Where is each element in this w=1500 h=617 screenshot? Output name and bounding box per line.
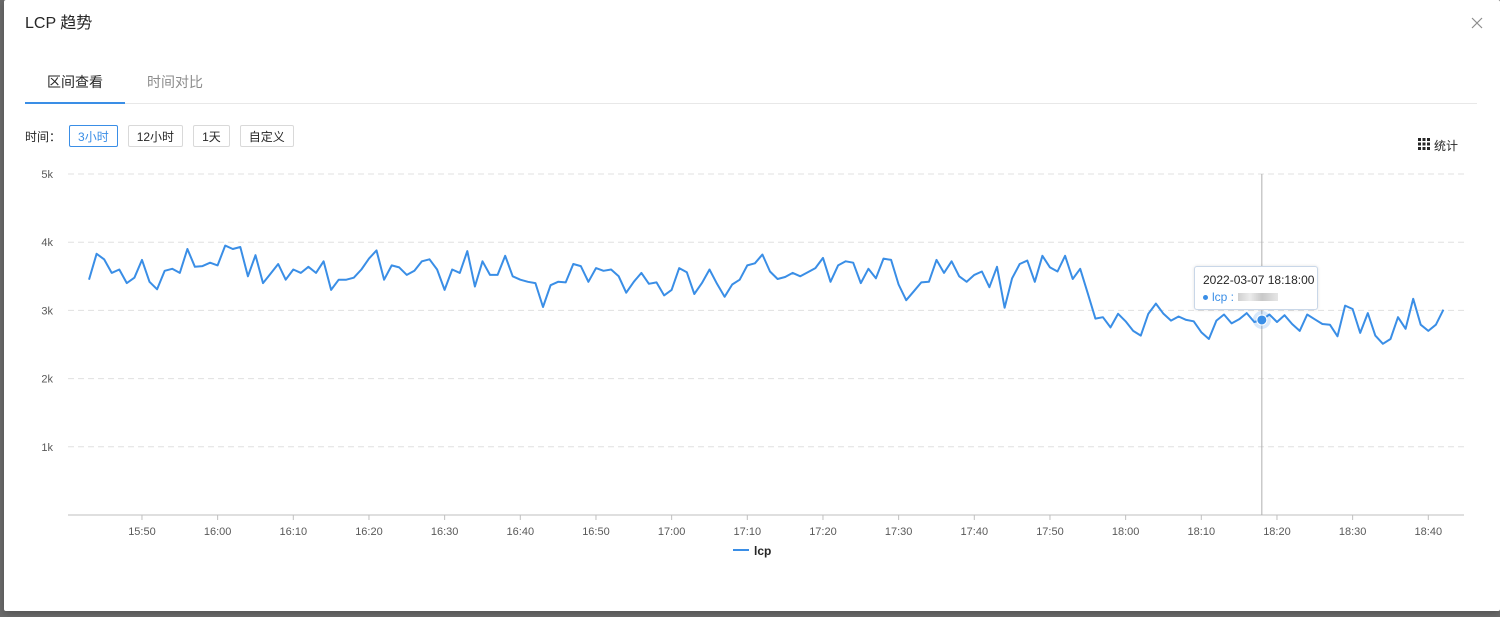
x-tick-label: 17:50 [1036,526,1064,538]
close-icon [1471,17,1483,29]
x-tick-label: 17:40 [961,526,989,538]
close-button[interactable] [1466,12,1488,34]
lcp-line-chart[interactable]: 1k 2k 3k 4k 5k 15:50 16:00 16:10 16:20 16:30 16:40… [4,0,1500,611]
tooltip-series-name: lcp [1212,290,1228,304]
x-tick-label: 18:00 [1112,526,1140,538]
tab-time-compare[interactable]: 时间对比 [147,74,203,90]
x-tick-label: 17:20 [809,526,837,538]
x-tick-label: 18:30 [1339,526,1367,538]
tooltip-series-dot [1203,294,1208,300]
stats-button[interactable]: 统计 [1418,137,1458,154]
x-tick-label: 17:30 [885,526,913,538]
y-tick-label: 3k [41,305,53,317]
legend-label-lcp[interactable]: lcp [754,544,771,558]
tooltip-separator: : [1227,290,1235,304]
range-1d-button[interactable]: 1天 [193,125,230,147]
tab-range-view[interactable]: 区间查看 [47,74,103,90]
x-tick-label: 17:10 [734,526,762,538]
x-tick-label: 16:10 [280,526,308,538]
stats-label: 统计 [1434,139,1459,153]
time-range-selector: 时间： 3小时 12小时 1天 自定义 [25,124,304,148]
modal-title: LCP 趋势 [25,15,93,32]
tooltip-value-redacted [1238,293,1279,301]
time-range-label: 时间： [25,129,62,144]
y-tick-label: 1k [41,442,53,454]
x-tick-label: 16:40 [507,526,535,538]
y-tick-label: 2k [41,374,53,386]
range-custom-button[interactable]: 自定义 [239,125,294,147]
x-tick-label: 16:50 [582,526,610,538]
tab-active-indicator [25,102,125,104]
y-tick-label: 4k [41,237,53,249]
tab-bar: 区间查看 时间对比 [25,62,1477,104]
range-3h-button[interactable]: 3小时 [69,125,118,147]
x-tick-label: 15:50 [128,526,156,538]
x-tick-label: 18:40 [1415,526,1443,538]
lcp-trend-modal: LCP 趋势 区间查看 时间对比 时间： 3小时 12小时 1天 自定义 统计 … [4,0,1500,611]
highlight-point[interactable] [1256,314,1268,326]
series-line-lcp [88,244,1445,345]
chart-tooltip: 2022-03-07 18:18:00 lcp : [1194,266,1318,310]
x-tick-label: 16:20 [355,526,383,538]
tooltip-time: 2022-03-07 18:18:00 [1203,273,1315,287]
y-tick-label: 5k [41,169,53,181]
grid-icon [1418,138,1430,153]
x-tick-label: 16:00 [204,526,232,538]
x-tick-label: 17:00 [658,526,686,538]
x-tick-label: 16:30 [431,526,459,538]
x-tick-label: 18:10 [1188,526,1216,538]
range-12h-button[interactable]: 12小时 [127,125,184,147]
x-tick-label: 18:20 [1263,526,1291,538]
